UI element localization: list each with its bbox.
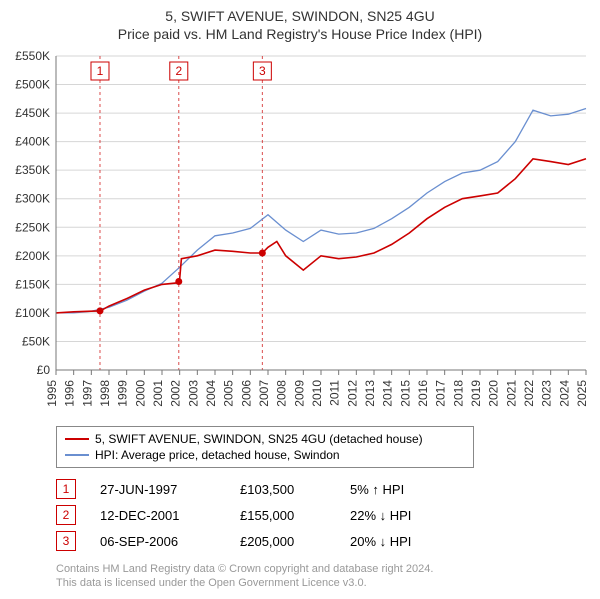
svg-text:£500K: £500K <box>15 78 50 92</box>
svg-text:2023: 2023 <box>540 380 554 407</box>
sale-price-1: £103,500 <box>240 482 350 497</box>
sale-pct-3: 20% ↓ HPI <box>350 534 470 549</box>
svg-text:2001: 2001 <box>151 380 165 407</box>
svg-text:2009: 2009 <box>292 380 306 407</box>
svg-text:2010: 2010 <box>310 380 324 407</box>
svg-text:2019: 2019 <box>469 380 483 407</box>
footer-line-2: This data is licensed under the Open Gov… <box>56 576 592 590</box>
svg-text:2011: 2011 <box>328 380 342 406</box>
legend-label-hpi: HPI: Average price, detached house, Swin… <box>95 448 340 462</box>
svg-text:£250K: £250K <box>15 220 50 234</box>
svg-text:1996: 1996 <box>63 380 77 407</box>
svg-text:2021: 2021 <box>504 380 518 407</box>
sale-price-2: £155,000 <box>240 508 350 523</box>
legend-item-hpi: HPI: Average price, detached house, Swin… <box>65 447 465 463</box>
svg-text:£0: £0 <box>37 363 51 377</box>
svg-text:£350K: £350K <box>15 163 50 177</box>
svg-text:2014: 2014 <box>381 380 395 407</box>
sale-marker-1: 1 <box>56 479 76 499</box>
svg-text:1997: 1997 <box>80 380 94 407</box>
svg-text:2004: 2004 <box>204 380 218 407</box>
svg-text:2012: 2012 <box>345 380 359 407</box>
sale-pct-2: 22% ↓ HPI <box>350 508 470 523</box>
sale-pct-1: 5% ↑ HPI <box>350 482 470 497</box>
sale-date-1: 27-JUN-1997 <box>100 482 240 497</box>
line-chart-svg: £0 £50K £100K £150K £200K £250K £300K £350K £400… <box>8 50 592 420</box>
svg-text:£300K: £300K <box>15 192 50 206</box>
sale-price-3: £205,000 <box>240 534 350 549</box>
svg-text:2016: 2016 <box>416 380 430 407</box>
svg-text:2003: 2003 <box>186 380 200 407</box>
sales-table: 1 27-JUN-1997 £103,500 5% ↑ HPI 2 12-DEC… <box>56 476 592 554</box>
svg-text:1999: 1999 <box>116 380 130 407</box>
sale-row-3: 3 06-SEP-2006 £205,000 20% ↓ HPI <box>56 528 592 554</box>
svg-text:£550K: £550K <box>15 50 50 63</box>
svg-text:2006: 2006 <box>239 380 253 407</box>
svg-text:3: 3 <box>259 64 266 78</box>
chart-area: £0 £50K £100K £150K £200K £250K £300K £350K £400… <box>8 50 592 420</box>
svg-text:£400K: £400K <box>15 135 50 149</box>
sale-marker-3: 3 <box>56 531 76 551</box>
svg-text:2007: 2007 <box>257 380 271 407</box>
legend-item-property: 5, SWIFT AVENUE, SWINDON, SN25 4GU (deta… <box>65 431 465 447</box>
svg-text:2017: 2017 <box>434 380 448 407</box>
sale-date-3: 06-SEP-2006 <box>100 534 240 549</box>
svg-text:2015: 2015 <box>398 380 412 407</box>
svg-text:2008: 2008 <box>275 380 289 407</box>
svg-text:£50K: £50K <box>22 334 50 348</box>
svg-text:1995: 1995 <box>45 380 59 407</box>
svg-text:£450K: £450K <box>15 106 50 120</box>
legend-swatch-hpi <box>65 454 89 456</box>
svg-text:2018: 2018 <box>451 380 465 407</box>
svg-text:1998: 1998 <box>98 380 112 407</box>
footer-line-1: Contains HM Land Registry data © Crown c… <box>56 562 592 576</box>
legend-swatch-property <box>65 438 89 440</box>
svg-text:2024: 2024 <box>557 380 571 407</box>
chart-title: 5, SWIFT AVENUE, SWINDON, SN25 4GU <box>8 8 592 24</box>
sale-marker-2: 2 <box>56 505 76 525</box>
svg-text:2: 2 <box>175 64 182 78</box>
svg-text:2000: 2000 <box>133 380 147 407</box>
svg-text:2013: 2013 <box>363 380 377 407</box>
sale-row-2: 2 12-DEC-2001 £155,000 22% ↓ HPI <box>56 502 592 528</box>
chart-subtitle: Price paid vs. HM Land Registry's House … <box>8 26 592 42</box>
svg-text:2022: 2022 <box>522 380 536 407</box>
svg-text:2020: 2020 <box>487 380 501 407</box>
svg-text:£100K: £100K <box>15 306 50 320</box>
legend-label-property: 5, SWIFT AVENUE, SWINDON, SN25 4GU (deta… <box>95 432 423 446</box>
legend-box: 5, SWIFT AVENUE, SWINDON, SN25 4GU (deta… <box>56 426 474 468</box>
sale-date-2: 12-DEC-2001 <box>100 508 240 523</box>
svg-text:£150K: £150K <box>15 277 50 291</box>
footer: Contains HM Land Registry data © Crown c… <box>56 562 592 591</box>
svg-text:2002: 2002 <box>169 380 183 407</box>
svg-text:2005: 2005 <box>222 380 236 407</box>
svg-text:2025: 2025 <box>575 380 589 407</box>
svg-text:£200K: £200K <box>15 249 50 263</box>
svg-text:1: 1 <box>97 64 104 78</box>
sale-row-1: 1 27-JUN-1997 £103,500 5% ↑ HPI <box>56 476 592 502</box>
